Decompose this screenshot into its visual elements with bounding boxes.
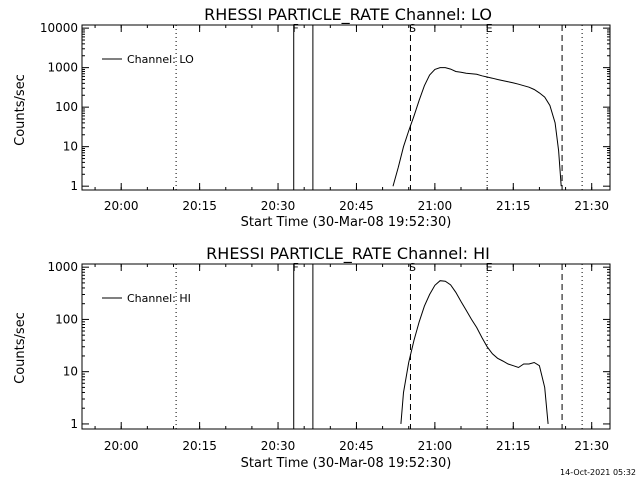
panel-lo: RHESSI PARTICLE_RATE Channel: LO Start T… [13,5,611,230]
x-tick-label: 21:15 [496,199,531,213]
x-tick-label: 20:00 [104,199,139,213]
y-tick-label: 10000 [40,21,78,35]
x-axis-label-lo: Start Time (30-Mar-08 19:52:30) [241,215,452,230]
timestamp: 14-Oct-2021 05:32 [560,468,636,477]
y-tick-label: 1 [70,417,78,431]
legend-label-hi: Channel: HI [127,292,191,305]
event-marker-label: E [486,261,493,274]
y-tick-label: 10 [63,365,78,379]
x-tick-label: 21:00 [418,439,453,453]
y-tick-label: 100 [55,100,78,114]
y-tick-label: 1000 [47,61,78,75]
event-marker-label: E [486,22,493,35]
event-marker-label: F [293,22,299,35]
y-tick-label: 1 [70,179,78,193]
legend-label-lo: Channel: LO [127,53,194,66]
series-line [400,280,549,424]
x-tick-label: 20:15 [182,439,217,453]
x-axis-label-hi: Start Time (30-Mar-08 19:52:30) [241,456,452,471]
x-tick-label: 20:30 [261,199,296,213]
event-marker-label: S [409,261,416,274]
event-marker-label: F [293,261,299,274]
y-tick-label: 10 [63,140,78,154]
x-tick-label: 21:30 [574,439,609,453]
x-tick-label: 21:15 [496,439,531,453]
x-tick-label: 20:30 [261,439,296,453]
panel-hi: RHESSI PARTICLE_RATE Channel: HI Start T… [13,244,611,471]
x-tick-label: 20:45 [339,439,374,453]
y-axis-label-lo: Counts/sec [13,74,28,146]
event-marker-label: S [409,22,416,35]
y-tick-label: 100 [55,312,78,326]
y-axis-label-hi: Counts/sec [13,312,28,384]
x-tick-label: 20:15 [182,199,217,213]
plot-frame [81,263,611,430]
x-tick-label: 21:30 [574,199,609,213]
x-tick-label: 20:45 [339,199,374,213]
y-tick-label: 1000 [47,260,78,274]
plot-frame [81,24,611,191]
x-tick-label: 21:00 [418,199,453,213]
chart-title-lo: RHESSI PARTICLE_RATE Channel: LO [204,5,492,25]
chart-title-hi: RHESSI PARTICLE_RATE Channel: HI [206,244,490,264]
series-line [392,67,562,187]
x-tick-label: 20:00 [104,439,139,453]
